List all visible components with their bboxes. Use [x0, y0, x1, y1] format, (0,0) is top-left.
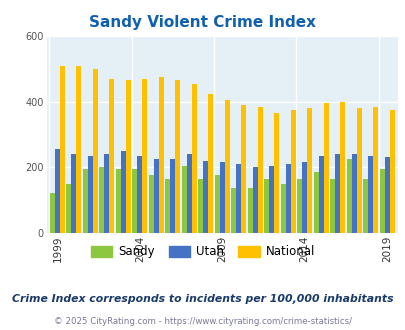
Bar — [88, 156, 93, 233]
Bar — [372, 107, 377, 233]
Bar — [318, 156, 323, 233]
Bar — [104, 154, 109, 233]
Bar — [186, 154, 191, 233]
Bar — [109, 79, 114, 233]
Bar — [76, 66, 81, 233]
Bar — [60, 66, 65, 233]
Bar — [362, 179, 367, 233]
Bar — [214, 175, 219, 233]
Bar — [280, 183, 285, 233]
Bar — [252, 167, 257, 233]
Bar — [170, 159, 175, 233]
Bar — [181, 166, 186, 233]
Bar — [313, 172, 318, 233]
Bar — [384, 157, 389, 233]
Bar — [99, 167, 104, 233]
Bar — [346, 159, 351, 233]
Bar — [208, 94, 213, 233]
Bar — [273, 113, 279, 233]
Bar — [236, 164, 241, 233]
Bar — [257, 107, 262, 233]
Bar — [165, 179, 170, 233]
Bar — [241, 105, 245, 233]
Bar — [231, 188, 236, 233]
Bar — [153, 159, 158, 233]
Bar — [301, 162, 307, 233]
Bar — [379, 169, 384, 233]
Bar — [175, 81, 180, 233]
Bar — [83, 169, 88, 233]
Bar — [191, 84, 196, 233]
Bar — [55, 149, 60, 233]
Bar — [269, 166, 273, 233]
Legend: Sandy, Utah, National: Sandy, Utah, National — [86, 241, 319, 263]
Bar — [219, 162, 224, 233]
Bar — [335, 154, 339, 233]
Bar — [367, 156, 372, 233]
Bar — [198, 179, 203, 233]
Bar — [93, 69, 98, 233]
Bar — [307, 108, 311, 233]
Bar — [132, 169, 137, 233]
Bar — [126, 81, 130, 233]
Bar — [224, 100, 229, 233]
Bar — [389, 110, 394, 233]
Bar — [285, 164, 290, 233]
Bar — [121, 151, 126, 233]
Bar — [116, 169, 121, 233]
Bar — [296, 179, 301, 233]
Bar — [290, 110, 295, 233]
Bar — [203, 161, 208, 233]
Text: Sandy Violent Crime Index: Sandy Violent Crime Index — [89, 15, 316, 30]
Bar — [323, 103, 328, 233]
Bar — [71, 154, 76, 233]
Bar — [158, 77, 163, 233]
Bar — [142, 79, 147, 233]
Text: Crime Index corresponds to incidents per 100,000 inhabitants: Crime Index corresponds to incidents per… — [12, 294, 393, 304]
Text: © 2025 CityRating.com - https://www.cityrating.com/crime-statistics/: © 2025 CityRating.com - https://www.city… — [54, 317, 351, 326]
Bar — [137, 156, 142, 233]
Bar — [329, 179, 335, 233]
Bar — [351, 154, 356, 233]
Bar — [339, 102, 344, 233]
Bar — [247, 188, 252, 233]
Bar — [50, 193, 55, 233]
Bar — [66, 183, 71, 233]
Bar — [264, 179, 269, 233]
Bar — [356, 108, 361, 233]
Bar — [149, 175, 153, 233]
